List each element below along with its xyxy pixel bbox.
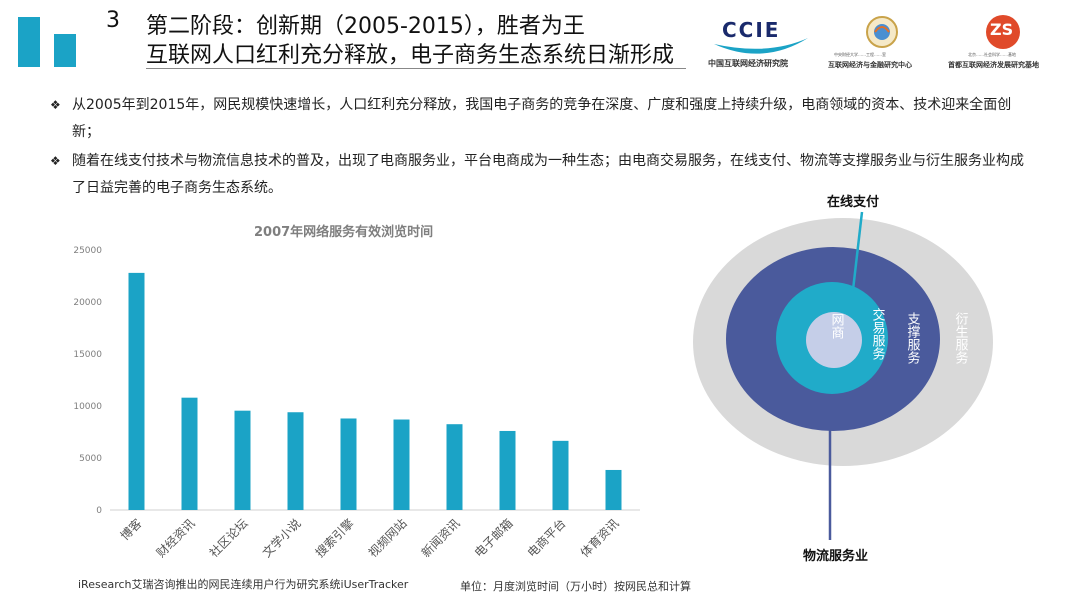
- bullet-mark: ❖: [50, 154, 61, 168]
- bar: [234, 410, 251, 510]
- transaction-label: 交易服务: [870, 307, 886, 360]
- core-label: 网商: [829, 313, 845, 339]
- ccie-swoosh-icon: [714, 38, 808, 54]
- zs-emblem-icon: [986, 15, 1020, 49]
- zs-small-text: 北京……社会科学……基地: [968, 52, 1016, 57]
- bar: [605, 469, 622, 510]
- ccie-name: 中国互联网经济研究院: [708, 59, 788, 68]
- logistics-label: 物流服务业: [803, 549, 869, 564]
- x-tick-label: 体育资讯: [577, 516, 622, 561]
- x-tick-label: 社区论坛: [206, 516, 251, 561]
- logo-bar-left: [18, 17, 40, 67]
- x-tick-label: 财经资讯: [154, 516, 198, 560]
- bar: [552, 440, 569, 510]
- chart-title: 2007年网络服务有效浏览时间: [254, 225, 434, 240]
- x-tick-label: 视频网站: [365, 516, 410, 561]
- y-tick-label: 25000: [73, 246, 102, 256]
- bullet-text: 随着在线支付技术与物流信息技术的普及，出现了电商服务业，平台电商成为一种生态；由…: [72, 153, 1024, 196]
- bar: [499, 430, 516, 510]
- bar-chart: 0 5000 10000 15000 20000 25000 博客 财经资讯 社区论坛 文学小说搜…: [73, 246, 640, 561]
- x-tick-label: 文学小说: [259, 516, 304, 561]
- center-logo: 中央财经大学……工程……室 互联网经济与金融研究中心: [828, 14, 940, 72]
- y-tick-label: 5000: [79, 454, 102, 464]
- bullet-2: ❖ 随着在线支付技术与物流信息技术的普及，出现了电商服务业，平台电商成为一种生态…: [50, 148, 1040, 202]
- zs-name: 首都互联网经济发展研究基地: [948, 61, 1039, 69]
- bar: [128, 272, 145, 510]
- y-tick-label: 0: [96, 506, 102, 516]
- online-payment-label: 在线支付: [827, 195, 880, 210]
- ring-core: [806, 312, 862, 368]
- y-tick-label: 15000: [73, 350, 102, 360]
- bullet-mark: ❖: [50, 98, 61, 112]
- ecosystem-diagram: 网商 交易服务 支撑服务 衍生服务: [693, 211, 993, 540]
- center-emblem-icon: [866, 16, 898, 48]
- x-tick-label: 博客: [117, 516, 145, 544]
- center-small-text: 中央财经大学……工程……室: [834, 52, 886, 57]
- x-tick-label: 新闻资讯: [418, 516, 463, 561]
- bullet-text: 从2005年到2015年，网民规模快速增长，人口红利充分释放，我国电子商务的竞争…: [72, 97, 1012, 140]
- x-tick-label: 搜索引擎: [312, 516, 357, 561]
- y-tick-label: 20000: [73, 298, 102, 308]
- bar: [340, 418, 357, 510]
- ccie-logo: CCIE 中国互联网经济研究院: [708, 14, 818, 72]
- page-title: 第二阶段：创新期（2005-2015），胜者为王: [146, 14, 585, 39]
- support-label: 支撑服务: [905, 312, 921, 364]
- x-tick-label: 电子邮箱: [471, 516, 516, 561]
- callout-line-top: [851, 211, 864, 291]
- derivative-label: 衍生服务: [953, 312, 969, 364]
- source-note: iResearch艾瑞咨询推出的网民连续用户行为研究系统iUserTracker: [78, 578, 409, 591]
- zs-mark: ZS: [990, 20, 1014, 39]
- bullet-1: ❖ 从2005年到2015年，网民规模快速增长，人口红利充分释放，我国电子商务的…: [50, 92, 1040, 146]
- y-tick-label: 10000: [73, 402, 102, 412]
- bar: [446, 424, 463, 510]
- ccie-mark: CCIE: [722, 18, 781, 42]
- zs-logo: ZS 北京……社会科学……基地 首都互联网经济发展研究基地: [948, 14, 1063, 72]
- unit-note: 单位：月度浏览时间（万小时）按网民总和计算: [460, 580, 691, 593]
- bar: [393, 419, 410, 510]
- title-divider: [146, 68, 686, 69]
- x-tick-label: 电商平台: [524, 516, 569, 561]
- slide-number: 3: [106, 8, 120, 33]
- bar: [181, 397, 198, 510]
- logo-bar-right: [54, 34, 76, 67]
- page-subtitle: 互联网人口红利充分释放，电子商务生态系统日渐形成: [146, 43, 675, 68]
- bar: [287, 412, 304, 510]
- center-name: 互联网经济与金融研究中心: [828, 61, 912, 69]
